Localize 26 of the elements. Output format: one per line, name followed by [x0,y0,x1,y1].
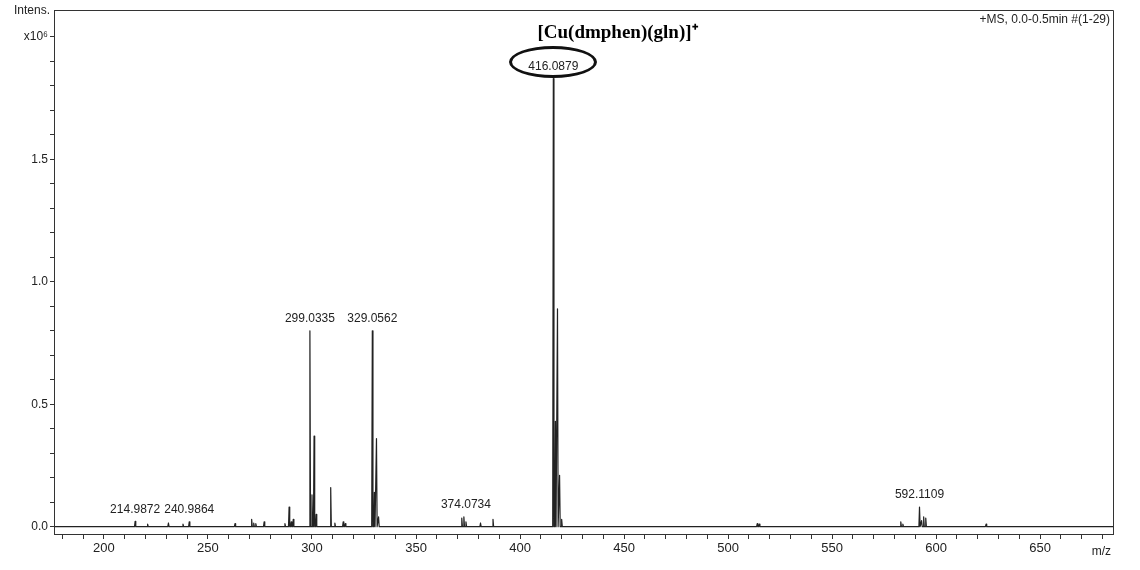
x-axis-title: m/z [1091,544,1111,559]
x-tick-label: 550 [821,540,843,556]
annotation: 374.0734 [440,497,492,512]
y-tick-label: 0.0 [31,518,49,533]
annotation: 240.9864 [164,502,215,517]
annotation: 329.0562 [347,311,398,326]
x-tick-label: 250 [197,540,219,556]
annotation: 592.1109 [894,487,945,502]
y-tick-label: 1.0 [31,274,49,289]
y-axis-title: Intens. [13,3,50,18]
y-tick-label: 1.5 [31,151,49,166]
x-tick-label: 500 [717,540,739,556]
x-tick-label: 200 [93,540,115,556]
text: [Cu(dmphen)(gln)]⁺ [537,21,699,43]
annotation: 299.0335 [284,311,336,326]
x-tick-label: 450 [613,540,635,556]
y-tick-label: 0.5 [31,396,49,411]
x-tick-label: 400 [509,540,531,556]
annotation: 214.9872 [110,501,161,516]
y-tick-label: x10⁶ [23,29,49,44]
annotation: 416.0879 [528,58,579,73]
x-tick-label: 650 [1029,540,1052,556]
x-tick-label: 600 [925,540,947,556]
x-tick-label: 350 [405,540,427,556]
x-tick-label: 300 [301,540,323,556]
annotation: +MS, 0.0-0.5min #(1-29) [979,12,1110,27]
